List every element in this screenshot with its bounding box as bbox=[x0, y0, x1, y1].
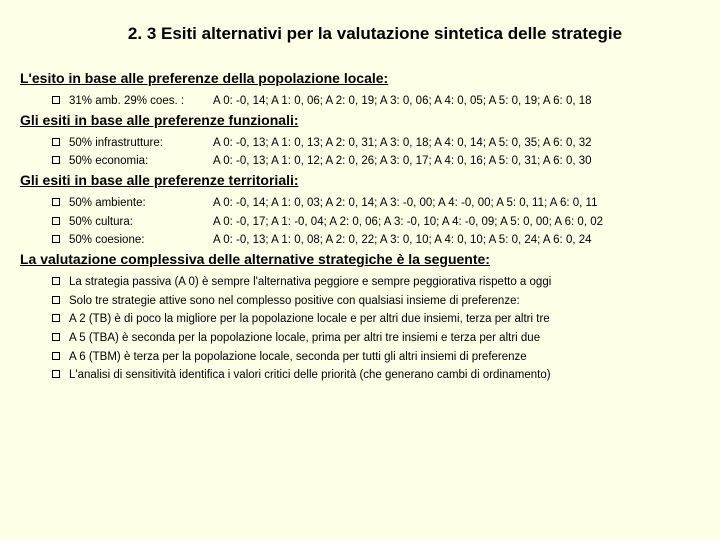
section-header: La valutazione complessiva delle alterna… bbox=[20, 251, 700, 267]
square-bullet-icon bbox=[52, 198, 60, 206]
data-row: 50% cultura: A 0: -0, 17; A 1: -0, 04; A… bbox=[52, 214, 700, 231]
conclusion-item: A 6 (TBM) è terza per la popolazione loc… bbox=[52, 349, 700, 366]
row-values: A 0: -0, 13; A 1: 0, 13; A 2: 0, 31; A 3… bbox=[213, 135, 700, 152]
conclusion-text: L'analisi di sensitività identifica i va… bbox=[69, 367, 700, 384]
square-bullet-icon bbox=[52, 296, 60, 304]
conclusion-text: A 5 (TBA) è seconda per la popolazione l… bbox=[69, 330, 700, 347]
row-label: 31% amb. 29% coes. : bbox=[69, 93, 213, 110]
data-row: 31% amb. 29% coes. : A 0: -0, 14; A 1: 0… bbox=[52, 93, 700, 110]
row-values: A 0: -0, 14; A 1: 0, 03; A 2: 0, 14; A 3… bbox=[213, 195, 700, 212]
data-row: 50% ambiente: A 0: -0, 14; A 1: 0, 03; A… bbox=[52, 195, 700, 212]
conclusion-text: A 6 (TBM) è terza per la popolazione loc… bbox=[69, 349, 700, 366]
section-header: Gli esiti in base alle preferenze funzio… bbox=[20, 112, 700, 128]
row-label: 50% infrastrutture: bbox=[69, 135, 213, 152]
square-bullet-icon bbox=[52, 333, 60, 341]
row-values: A 0: -0, 13; A 1: 0, 08; A 2: 0, 22; A 3… bbox=[213, 232, 700, 249]
square-bullet-icon bbox=[52, 235, 60, 243]
square-bullet-icon bbox=[52, 352, 60, 360]
square-bullet-icon bbox=[52, 370, 60, 378]
section-2: Gli esiti in base alle preferenze territ… bbox=[20, 172, 700, 249]
section-header: L'esito in base alle preferenze della po… bbox=[20, 70, 700, 86]
conclusion-item: A 2 (TB) è di poco la migliore per la po… bbox=[52, 311, 700, 328]
row-values: A 0: -0, 14; A 1: 0, 06; A 2: 0, 19; A 3… bbox=[213, 93, 700, 110]
page-title: 2. 3 Esiti alternativi per la valutazion… bbox=[20, 24, 700, 44]
data-row: 50% coesione: A 0: -0, 13; A 1: 0, 08; A… bbox=[52, 232, 700, 249]
conclusion-text: La strategia passiva (A 0) è sempre l'al… bbox=[69, 274, 700, 291]
section-1: Gli esiti in base alle preferenze funzio… bbox=[20, 112, 700, 170]
conclusion-section: La valutazione complessiva delle alterna… bbox=[20, 251, 700, 384]
row-values: A 0: -0, 13; A 1: 0, 12; A 2: 0, 26; A 3… bbox=[213, 153, 700, 170]
square-bullet-icon bbox=[52, 277, 60, 285]
square-bullet-icon bbox=[52, 217, 60, 225]
data-row: 50% infrastrutture: A 0: -0, 13; A 1: 0,… bbox=[52, 135, 700, 152]
row-label: 50% cultura: bbox=[69, 214, 213, 231]
conclusion-item: L'analisi di sensitività identifica i va… bbox=[52, 367, 700, 384]
conclusion-item: Solo tre strategie attive sono nel compl… bbox=[52, 293, 700, 310]
square-bullet-icon bbox=[52, 138, 60, 146]
data-row: 50% economia: A 0: -0, 13; A 1: 0, 12; A… bbox=[52, 153, 700, 170]
section-header: Gli esiti in base alle preferenze territ… bbox=[20, 172, 700, 188]
square-bullet-icon bbox=[52, 156, 60, 164]
square-bullet-icon bbox=[52, 96, 60, 104]
row-label: 50% coesione: bbox=[69, 232, 213, 249]
conclusion-text: A 2 (TB) è di poco la migliore per la po… bbox=[69, 311, 700, 328]
section-0: L'esito in base alle preferenze della po… bbox=[20, 70, 700, 110]
conclusion-item: La strategia passiva (A 0) è sempre l'al… bbox=[52, 274, 700, 291]
square-bullet-icon bbox=[52, 314, 60, 322]
conclusion-item: A 5 (TBA) è seconda per la popolazione l… bbox=[52, 330, 700, 347]
conclusion-text: Solo tre strategie attive sono nel compl… bbox=[69, 293, 700, 310]
row-label: 50% ambiente: bbox=[69, 195, 213, 212]
row-values: A 0: -0, 17; A 1: -0, 04; A 2: 0, 06; A … bbox=[213, 214, 700, 231]
row-label: 50% economia: bbox=[69, 153, 213, 170]
